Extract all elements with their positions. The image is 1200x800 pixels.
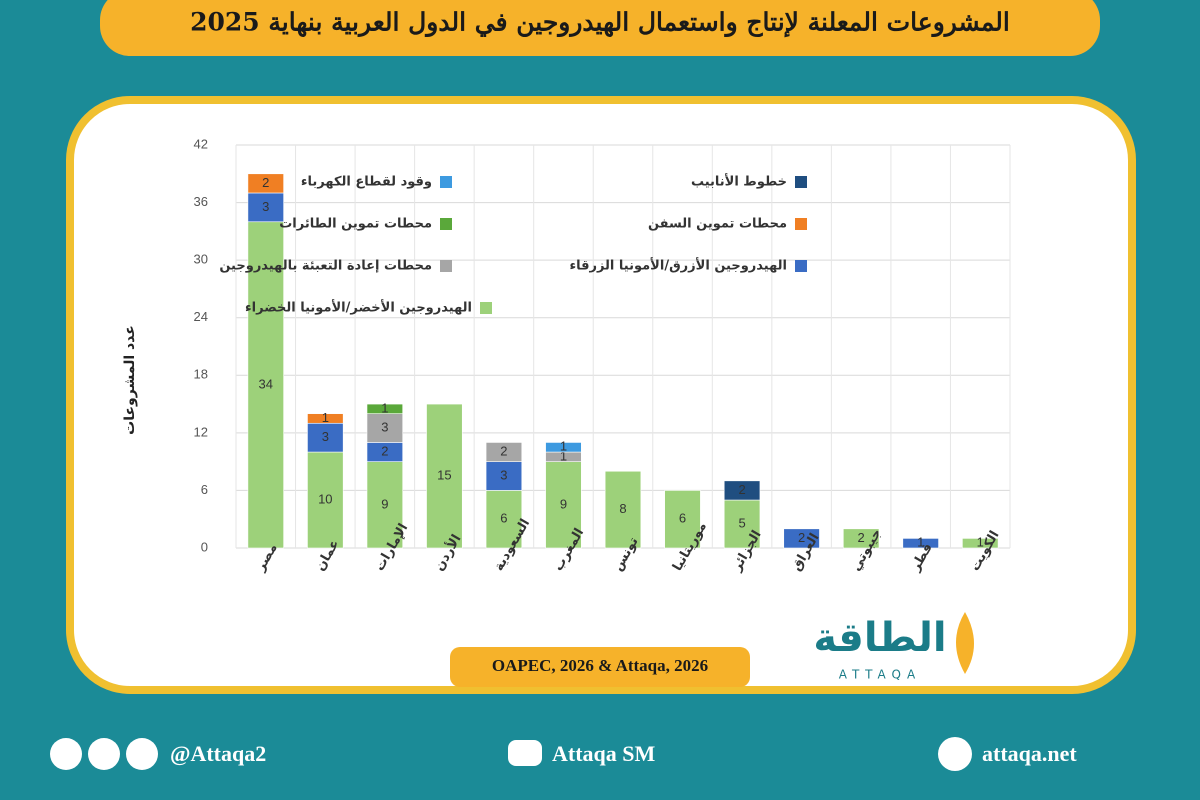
- bar-segment: [902, 538, 939, 549]
- bar-segment: [723, 499, 761, 549]
- legend-swatch: [795, 176, 807, 188]
- data-label: 2: [798, 530, 805, 545]
- social-handle: @Attaqa2: [170, 741, 266, 766]
- logo: الطاقة: [813, 615, 946, 661]
- logo-drop: [956, 612, 974, 674]
- legend-label: وقود لقطاع الكهرباء: [301, 175, 432, 190]
- y-tick-label: 24: [194, 309, 208, 324]
- data-label: 1: [322, 410, 329, 425]
- youtube-icon: [508, 740, 542, 766]
- bar-segment: [485, 461, 523, 491]
- bar-segment: [664, 490, 701, 549]
- legend-label: الهيدروجين الأخضر/الأمونيا الخضراء: [245, 299, 472, 316]
- bar-segment: [545, 461, 582, 549]
- legend-swatch: [440, 260, 452, 272]
- globe-icon: [938, 737, 972, 771]
- youtube-handle: Attaqa SM: [552, 741, 656, 766]
- bar-segment: [426, 403, 463, 549]
- instagram-icon: [88, 738, 120, 770]
- data-label: 8: [619, 501, 626, 516]
- bar-segment: [247, 173, 284, 194]
- legend-label: خطوط الأنابيب: [691, 173, 787, 190]
- y-axis-label: عدد المشروعات: [122, 325, 138, 435]
- title-banner: [100, 0, 1100, 56]
- chart-title: المشروعات المعلنة لإنتاج واستعمال الهيدر…: [190, 8, 1010, 38]
- data-label: 1: [560, 439, 567, 454]
- legend-swatch: [795, 260, 807, 272]
- data-label: 15: [437, 467, 451, 482]
- bar-segment: [783, 528, 820, 549]
- bar-segment: [247, 221, 284, 549]
- y-tick-label: 42: [194, 136, 208, 151]
- data-label: 2: [738, 482, 745, 497]
- bar-segment: [723, 480, 761, 501]
- y-tick-label: 0: [201, 539, 208, 554]
- bar-segment: [485, 490, 523, 549]
- legend-swatch: [795, 218, 807, 230]
- data-label: 34: [259, 376, 273, 391]
- data-label: 10: [318, 491, 332, 506]
- data-label: 6: [679, 511, 686, 526]
- data-label: 6: [500, 511, 507, 526]
- legend-swatch: [440, 176, 452, 188]
- x-icon: [50, 738, 82, 770]
- data-label: 2: [381, 443, 388, 458]
- y-tick-label: 18: [194, 367, 208, 382]
- bar-segment: [307, 451, 344, 549]
- data-label: 5: [738, 515, 745, 530]
- data-label: 9: [381, 496, 388, 511]
- bar-segment: [962, 538, 999, 549]
- legend-swatch: [480, 302, 492, 314]
- legend-label: الهيدروجين الأزرق/الأمونيا الزرقاء: [569, 257, 787, 274]
- bar-segment: [366, 403, 404, 414]
- source-box: [450, 647, 750, 687]
- data-label: 3: [262, 199, 269, 214]
- facebook-icon: [126, 738, 158, 770]
- data-label: 3: [500, 467, 507, 482]
- bar-segment: [485, 442, 523, 462]
- data-label: 1: [560, 448, 567, 463]
- y-tick-label: 12: [194, 424, 208, 439]
- bar-segment: [545, 442, 582, 453]
- legend-label: محطات تموين الطائرات: [279, 217, 432, 232]
- data-label: 2: [500, 443, 507, 458]
- y-tick-label: 6: [201, 482, 208, 497]
- logo-sub: ATTAQA: [839, 668, 921, 682]
- data-label: 2: [262, 175, 269, 190]
- data-label: 1: [917, 535, 924, 550]
- y-tick-label: 36: [194, 194, 208, 209]
- data-label: 3: [322, 429, 329, 444]
- bar-segment: [247, 192, 284, 223]
- data-label: 9: [560, 496, 567, 511]
- data-label: 1: [977, 535, 984, 550]
- data-label: 3: [381, 419, 388, 434]
- website: attaqa.net: [982, 741, 1077, 766]
- legend-label: محطات إعادة التعبئة بالهيدروجين: [219, 259, 432, 274]
- legend-label: محطات تموين السفن: [648, 217, 787, 232]
- source: OAPEC, 2026 & Attaqa, 2026: [492, 656, 708, 675]
- bar-segment: [366, 413, 404, 443]
- data-label: 2: [858, 530, 865, 545]
- data-label: 1: [381, 400, 388, 415]
- y-tick-label: 30: [194, 252, 208, 267]
- bar-segment: [604, 470, 642, 549]
- legend-swatch: [440, 218, 452, 230]
- bar-segment: [842, 528, 880, 549]
- bar-segment: [366, 461, 404, 549]
- bar-segment: [307, 413, 344, 424]
